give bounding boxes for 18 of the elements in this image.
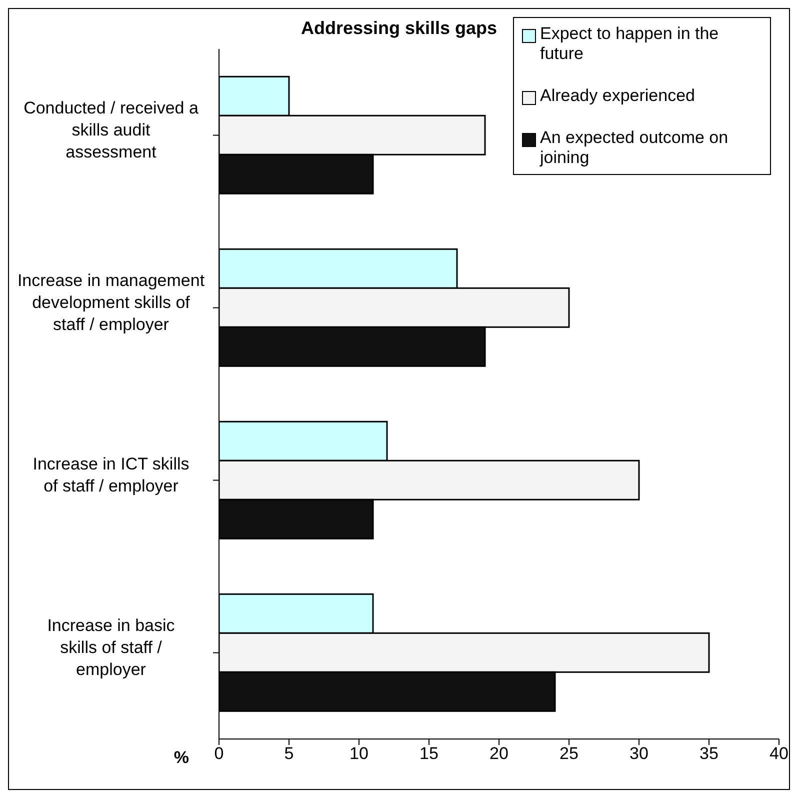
x-tick-label: 35 (700, 744, 718, 764)
x-tick-label: 40 (770, 744, 788, 764)
chart-title: Addressing skills gaps (300, 18, 498, 38)
y-tick-label: Increase in ICT skills of staff / employer (32, 454, 190, 496)
legend-label: Expect to happen in the future (540, 24, 720, 64)
x-axis-title: % (174, 748, 189, 768)
x-tick-label: 20 (490, 744, 508, 764)
x-tick-label: 25 (560, 744, 578, 764)
x-tick-label: 15 (420, 744, 438, 764)
x-tick-label: 30 (630, 744, 648, 764)
x-tick-label: 10 (350, 744, 368, 764)
y-tick-label: Increase in basic skills of staff / employer (47, 616, 176, 679)
legend-label: Already experienced (540, 86, 695, 106)
x-tick-label: 0 (214, 744, 224, 764)
x-tick-label: 5 (284, 744, 294, 764)
y-tick-label: Conducted / received a skills audit assessment (24, 98, 199, 162)
legend-label: An expected outcome on joining (540, 128, 730, 168)
y-tick-label: Increase in management development skills of staff / employer (17, 270, 205, 334)
